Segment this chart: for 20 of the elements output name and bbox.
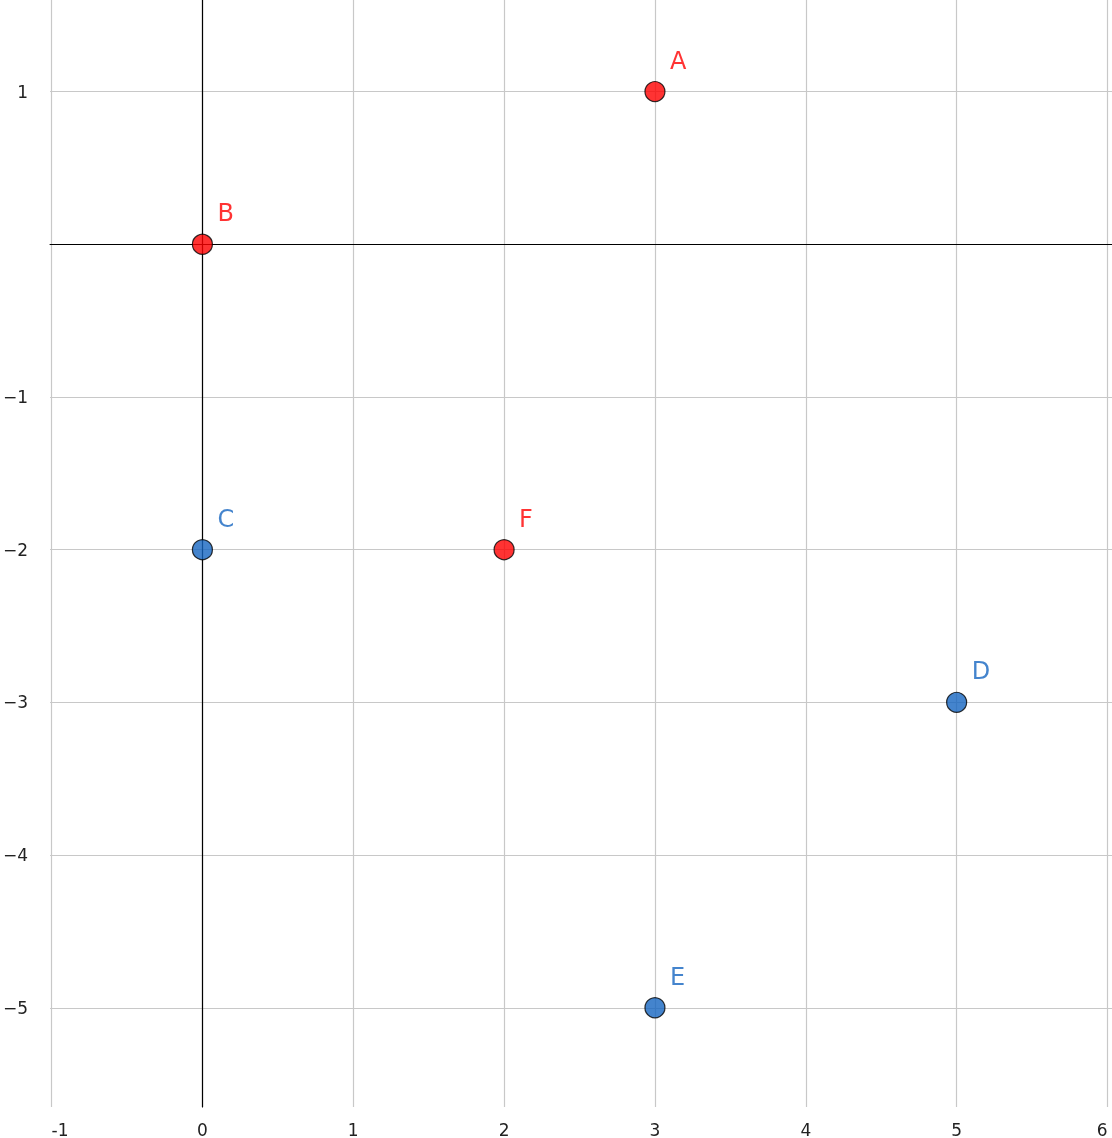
x-tick-label: -1 [51,1119,69,1138]
x-tick-label: 6 [1096,1119,1108,1138]
x-tick-label: 2 [498,1119,510,1138]
y-tick-label: −5 [3,997,29,1018]
x-tick-label: 3 [649,1119,661,1138]
y-tick-label: −4 [3,845,29,866]
annotation: F [519,504,533,533]
x-tick-label: 5 [951,1119,963,1138]
x-tick-label: 4 [800,1119,812,1138]
annotation: B [217,199,234,228]
y-tick-label: −3 [3,692,29,713]
annotation: C [217,504,235,533]
annotation: E [669,962,686,991]
y-tick-label: 1 [17,81,29,102]
x-tick-label: 1 [347,1119,359,1138]
annotation: D [971,657,991,686]
y-tick-label: −1 [3,386,29,407]
x-tick-label: 0 [197,1119,208,1138]
annotation: A [669,46,687,75]
y-tick-label: −2 [3,539,29,560]
